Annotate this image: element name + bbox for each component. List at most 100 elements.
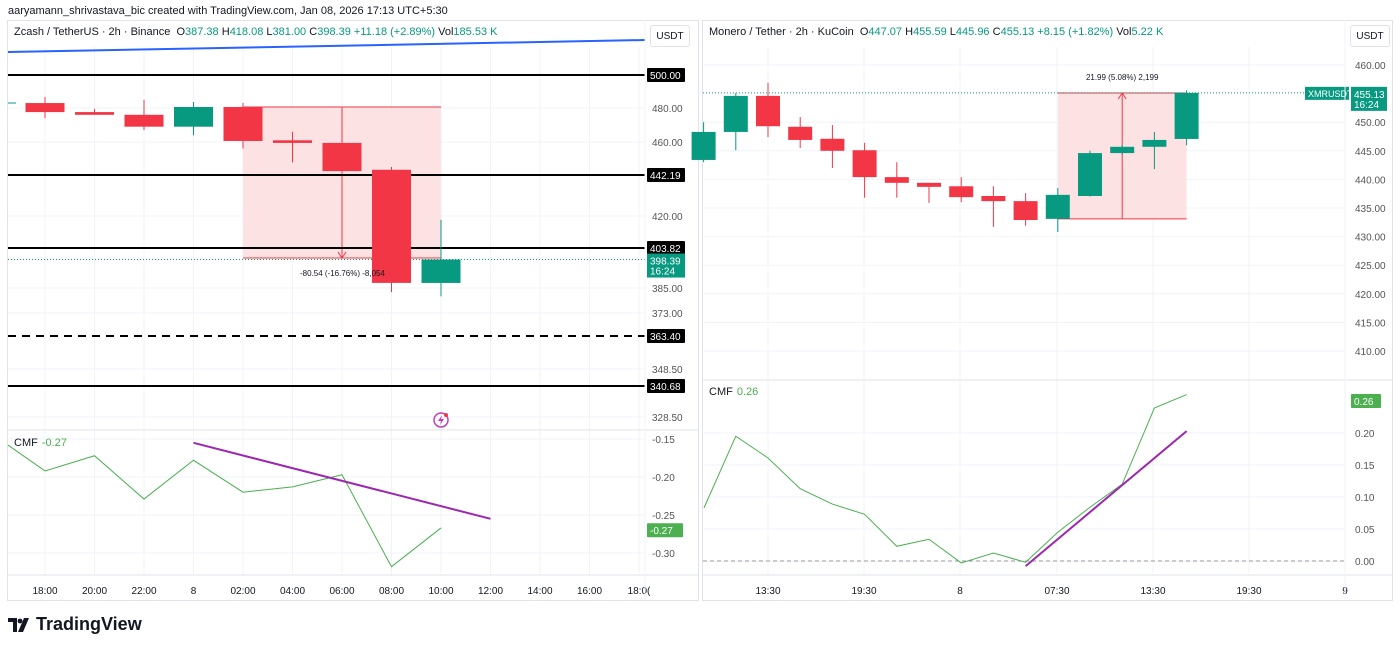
volume-label: Vol xyxy=(1116,26,1132,38)
candle xyxy=(124,99,164,131)
time-label: 22:00 xyxy=(131,586,156,597)
candle xyxy=(756,82,780,138)
measure-label: 21.99 (5.08%) 2,199 xyxy=(1086,73,1159,82)
trendline xyxy=(7,39,646,53)
tradingview-logo[interactable]: TradingView xyxy=(8,614,142,635)
candle-body xyxy=(820,138,845,151)
candle-body xyxy=(917,182,941,187)
candle-body xyxy=(1142,139,1167,147)
cmf-value-label-bg xyxy=(1351,394,1381,408)
arrow-head-icon xyxy=(1117,92,1127,100)
time-label: 12:00 xyxy=(478,586,503,597)
candle-body xyxy=(1013,201,1038,221)
time-label: 13:30 xyxy=(1140,586,1165,597)
cmf-value-label: -0.27 xyxy=(650,526,673,537)
volume-value: 185.53 K xyxy=(453,26,498,38)
hline-price-label: 442.19 xyxy=(650,171,681,182)
monero-chart-pane[interactable] xyxy=(702,20,1393,601)
cmf-value-label: 0.26 xyxy=(1354,397,1374,408)
candle xyxy=(1013,193,1038,226)
lightning-bolt-icon xyxy=(438,415,444,425)
time-label: 18:0( xyxy=(628,586,651,597)
candle-body xyxy=(1045,194,1070,219)
lightning-icon xyxy=(433,412,449,428)
currency-button[interactable]: USDT xyxy=(650,25,690,47)
tradingview-logo-icon xyxy=(8,617,29,632)
time-label: 08:00 xyxy=(379,586,404,597)
countdown-label: 16:24 xyxy=(650,267,675,278)
time-label: 19:30 xyxy=(851,586,876,597)
volume-value: 5.22 K xyxy=(1131,26,1164,38)
price-tick-label: 460.00 xyxy=(1355,61,1386,72)
high-value: 455.59 xyxy=(913,26,947,38)
cmf-line xyxy=(703,394,1187,564)
candle xyxy=(981,186,1006,227)
hline-price-label: 363.40 xyxy=(650,332,681,343)
time-label: 14:00 xyxy=(527,586,552,597)
candle-body xyxy=(372,169,411,283)
close-label: C xyxy=(992,26,1001,38)
close-label: C xyxy=(309,26,318,38)
hline-price-label: 500.00 xyxy=(650,71,681,82)
cmf-legend[interactable]: CMF 0.26 xyxy=(709,386,758,398)
symbol-tag-bg xyxy=(1305,86,1349,100)
candle-body xyxy=(75,112,114,115)
price-tick-label: 410.00 xyxy=(1355,347,1386,358)
candle-body xyxy=(756,95,780,127)
time-label: 20:00 xyxy=(82,586,107,597)
high-label: H xyxy=(905,26,914,38)
hline-price-label-bg xyxy=(647,241,685,255)
price-tick-label: 420.00 xyxy=(652,212,683,223)
high-label: H xyxy=(221,26,230,38)
hline-price-label-bg xyxy=(647,379,685,393)
cmf-legend[interactable]: CMF -0.27 xyxy=(14,437,67,449)
price-tick-label: 415.00 xyxy=(1355,318,1386,329)
candle xyxy=(273,131,312,163)
candle xyxy=(75,108,114,115)
candle xyxy=(1110,145,1135,155)
notification-dot-icon xyxy=(444,413,448,417)
price-tick-label: 373.00 xyxy=(652,309,683,320)
candle xyxy=(691,122,716,163)
candle-body xyxy=(691,131,716,160)
low-label: L xyxy=(949,26,956,38)
time-label: 07:30 xyxy=(1044,586,1069,597)
price-tick-label: 445.00 xyxy=(1355,147,1386,158)
cmf-tick-label: 0.00 xyxy=(1355,557,1375,568)
cmf-tick-label: -0.30 xyxy=(652,549,675,560)
cmf-tick-label: -0.25 xyxy=(652,511,675,522)
time-label: 06:00 xyxy=(329,586,354,597)
time-label: 8 xyxy=(957,586,963,597)
cmf-trendline xyxy=(193,441,491,520)
candle-body xyxy=(788,126,813,140)
symbol-title[interactable]: Zcash / TetherUS · 2h · Binance xyxy=(14,26,171,38)
cmf-value-label-bg xyxy=(647,523,683,538)
measure-label: -80.54 (-16.76%) -8,054 xyxy=(300,269,385,278)
change-value: +8.15 (+1.82%) xyxy=(1037,26,1114,38)
candle xyxy=(723,93,748,151)
change-value: +11.18 (+2.89%) xyxy=(353,26,436,38)
last-price-label: 398.39 xyxy=(650,257,681,268)
price-tick-label: 450.00 xyxy=(1355,118,1386,129)
price-tick-label: 348.50 xyxy=(652,365,683,376)
candle-body xyxy=(1078,153,1102,196)
open-value: 447.07 xyxy=(868,26,903,38)
candle xyxy=(820,125,845,168)
low-label: L xyxy=(266,26,273,38)
currency-button[interactable]: USDT xyxy=(1350,25,1390,47)
candle xyxy=(25,96,65,119)
candle-body xyxy=(852,150,877,178)
cmf-tick-label: 0.20 xyxy=(1355,429,1375,440)
price-tick-label: 430.00 xyxy=(1355,233,1386,244)
time-label: 04:00 xyxy=(280,586,305,597)
zcash-chart-pane[interactable] xyxy=(7,20,699,601)
price-tick-label: 328.50 xyxy=(652,413,683,424)
symbol-title[interactable]: Monero / Tether · 2h · KuCoin xyxy=(709,26,854,38)
time-label: 13:30 xyxy=(755,586,780,597)
indicator-value: -0.27 xyxy=(41,437,67,449)
open-value: 387.38 xyxy=(185,26,219,38)
candle-body xyxy=(322,142,362,172)
cmf-tick-label: -0.15 xyxy=(652,435,675,446)
open-label: O xyxy=(859,26,869,38)
